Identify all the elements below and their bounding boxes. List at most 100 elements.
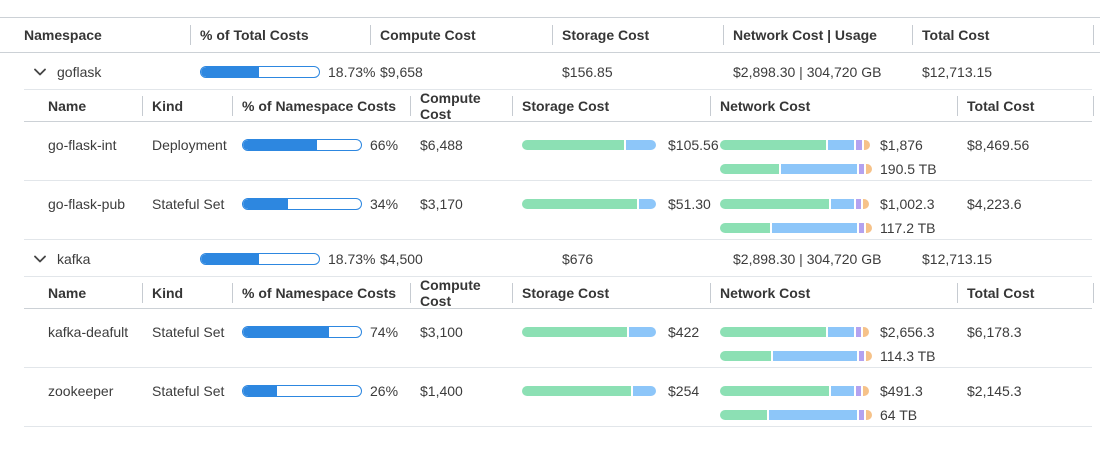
- pct-bar-fill: [201, 66, 259, 77]
- network-cost-value: $491.3: [880, 383, 923, 399]
- bar-segment-blue: [626, 140, 657, 150]
- bar-segment-blue: [768, 410, 858, 420]
- namespace-pct-value: 66%: [370, 137, 399, 153]
- column-header-compute-cost: Compute Cost: [370, 18, 552, 52]
- cost-table: Namespace % of Total Costs Compute Cost …: [0, 17, 1100, 427]
- compute-cost-value: $9,658: [380, 63, 423, 80]
- namespace-name: goflask: [57, 63, 102, 80]
- network-usage-value: 114.3 TB: [880, 348, 936, 364]
- bar-segment-blue: [771, 223, 858, 233]
- bar-segment-purple: [859, 164, 864, 174]
- storage-cost-bar: [522, 199, 660, 209]
- network-usage-bar: [720, 410, 872, 420]
- bar-segment-green: [522, 199, 637, 209]
- total-cost-value: $2,145.3: [967, 383, 1022, 399]
- bar-segment-blue: [831, 199, 855, 209]
- network-usage-bar: [720, 351, 872, 361]
- namespace-name: kafka: [57, 250, 91, 267]
- chevron-down-icon[interactable]: [34, 255, 46, 263]
- column-header-name: Name: [48, 98, 87, 114]
- network-cost-value: $1,002.3: [880, 196, 935, 212]
- network-cost-usage-value: $2,898.30 | 304,720 GB: [733, 250, 882, 267]
- bar-segment-orange: [865, 410, 872, 420]
- bar-segment-orange: [864, 140, 871, 150]
- pct-bar-fill: [243, 386, 278, 396]
- workload-name: go-flask-pub: [48, 196, 126, 212]
- bar-segment-green: [522, 327, 627, 337]
- namespace-row-kafka[interactable]: kafka 18.73% $4,500 $676 $2,898.30 | 304…: [0, 240, 1100, 277]
- bar-segment-blue: [638, 199, 657, 209]
- bar-segment-purple: [859, 351, 864, 361]
- pct-bar-fill: [243, 140, 318, 150]
- namespace-pct-bar: [242, 198, 362, 210]
- column-header-namespace: Namespace: [24, 27, 102, 43]
- workload-row-kafka-deafult[interactable]: kafka-deafult Stateful Set 74% $3,100 $4…: [0, 309, 1100, 368]
- column-header-kind: Kind: [142, 277, 232, 309]
- network-cost-bar: [720, 327, 872, 337]
- bar-segment-green: [720, 327, 827, 337]
- compute-cost-value: $6,488: [420, 137, 463, 153]
- column-header-pct-namespace-costs: % of Namespace Costs: [232, 90, 410, 122]
- bar-segment-blue: [828, 327, 855, 337]
- column-header-kind: Kind: [142, 90, 232, 122]
- bar-segment-orange: [862, 327, 869, 337]
- bar-segment-green: [720, 410, 767, 420]
- network-cost-bar: [720, 199, 872, 209]
- column-header-total-cost: Total Cost: [957, 90, 1100, 122]
- workload-name: kafka-deafult: [48, 324, 129, 340]
- bar-segment-purple: [859, 410, 864, 420]
- bar-segment-green: [522, 386, 632, 396]
- bar-segment-green: [720, 164, 779, 174]
- bar-segment-blue: [828, 140, 855, 150]
- storage-cost-bar: [522, 140, 660, 150]
- bar-segment-green: [720, 351, 772, 361]
- namespace-row-goflask[interactable]: goflask 18.73% $9,658 $156.85 $2,898.30 …: [0, 53, 1100, 90]
- bar-segment-green: [720, 140, 827, 150]
- compute-cost-value: $4,500: [380, 250, 423, 267]
- bar-segment-blue: [773, 351, 858, 361]
- namespace-pct-value: 26%: [370, 383, 399, 399]
- namespace-pct-bar: [242, 139, 362, 151]
- bar-segment-purple: [856, 140, 863, 150]
- compute-cost-value: $1,400: [420, 383, 463, 399]
- column-header-pct-total-costs: % of Total Costs: [190, 18, 370, 52]
- workload-row-zookeeper[interactable]: zookeeper Stateful Set 26% $1,400 $254: [0, 368, 1100, 427]
- bar-segment-green: [720, 223, 770, 233]
- workload-kind: Stateful Set: [152, 383, 225, 399]
- network-usage-bar: [720, 164, 872, 174]
- bar-segment-purple: [856, 199, 861, 209]
- workload-row-go-flask-pub[interactable]: go-flask-pub Stateful Set 34% $3,170 $51…: [0, 181, 1100, 240]
- compute-cost-value: $3,170: [420, 196, 463, 212]
- storage-cost-bar: [522, 327, 660, 337]
- column-header-storage-cost: Storage Cost: [512, 90, 710, 122]
- column-header-compute-cost: Compute Cost: [410, 277, 512, 309]
- bar-segment-blue: [780, 164, 858, 174]
- bar-segment-orange: [865, 351, 872, 361]
- chevron-down-icon[interactable]: [34, 68, 46, 76]
- pct-total-costs-value: 18.73%: [328, 250, 376, 267]
- bar-segment-blue: [633, 386, 657, 396]
- storage-cost-value: $105.56: [668, 137, 719, 153]
- bar-segment-orange: [865, 223, 872, 233]
- workload-table-header: Name Kind % of Namespace Costs Compute C…: [0, 277, 1100, 309]
- network-cost-bar: [720, 386, 872, 396]
- column-header-name: Name: [48, 285, 87, 301]
- bar-segment-orange: [862, 199, 869, 209]
- namespace-pct-bar: [242, 326, 362, 338]
- pct-total-costs-bar: [200, 252, 320, 265]
- workload-kind: Stateful Set: [152, 324, 225, 340]
- workload-name: go-flask-int: [48, 137, 117, 153]
- pct-bar-fill: [243, 327, 330, 337]
- pct-bar-fill: [243, 199, 288, 209]
- column-header-compute-cost: Compute Cost: [410, 90, 512, 122]
- namespace-pct-value: 74%: [370, 324, 399, 340]
- total-cost-value: $12,713.15: [922, 250, 993, 267]
- workload-row-go-flask-int[interactable]: go-flask-int Deployment 66% $6,488 $105.…: [0, 122, 1100, 181]
- pct-total-costs-bar: [200, 65, 320, 78]
- network-usage-value: 64 TB: [880, 407, 918, 423]
- bar-segment-orange: [865, 164, 872, 174]
- column-header-total-cost: Total Cost: [912, 18, 1100, 52]
- column-header-total-cost: Total Cost: [957, 277, 1100, 309]
- bar-segment-green: [522, 140, 625, 150]
- total-cost-value: $6,178.3: [967, 324, 1022, 340]
